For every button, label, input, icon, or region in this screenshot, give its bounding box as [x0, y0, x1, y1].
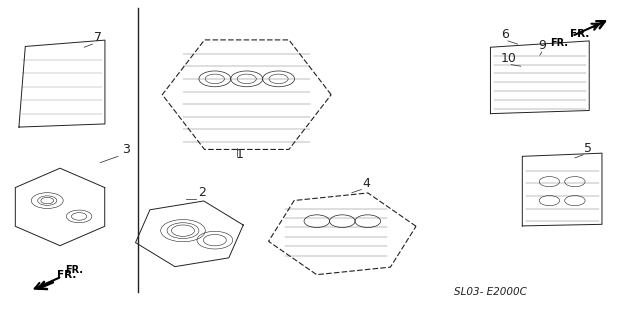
Text: SL03- E2000C: SL03- E2000C: [454, 287, 527, 297]
Text: 4: 4: [363, 176, 371, 189]
Text: 7: 7: [94, 31, 102, 44]
Text: FR.: FR.: [550, 38, 568, 48]
Text: 2: 2: [198, 186, 205, 199]
Text: 9: 9: [538, 39, 546, 52]
Text: 1: 1: [236, 148, 244, 161]
Text: FR.: FR.: [570, 29, 589, 39]
Text: FR.: FR.: [58, 270, 77, 280]
Text: 5: 5: [584, 142, 593, 155]
Text: FR.: FR.: [65, 265, 83, 275]
Text: 3: 3: [122, 143, 131, 156]
Text: 6: 6: [502, 28, 509, 41]
Text: 10: 10: [500, 52, 516, 65]
